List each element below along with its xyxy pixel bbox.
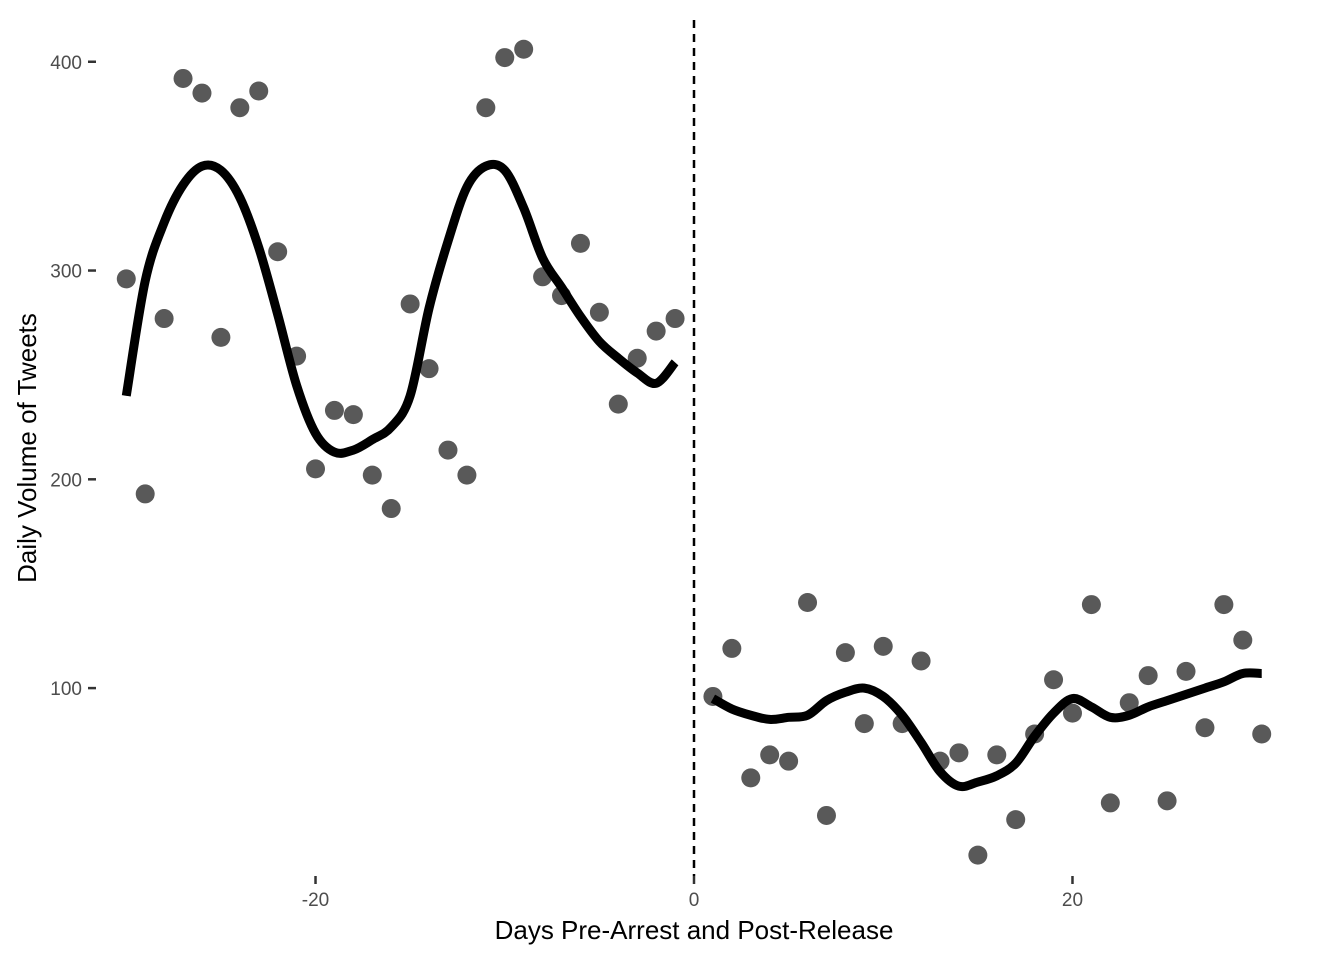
data-point [816,805,836,825]
data-point [211,327,231,347]
data-point [1119,693,1139,713]
data-point [457,465,477,485]
data-point [665,309,685,329]
data-point [570,233,590,253]
data-point [779,751,799,771]
y-axis-title: Daily Volume of Tweets [12,313,42,583]
data-point [835,643,855,663]
data-point [1044,670,1064,690]
data-point [987,745,1007,765]
data-point [1100,793,1120,813]
points-layer [116,39,1272,865]
data-point [476,98,496,118]
y-tick-label: 400 [50,53,82,74]
x-tick-label: 20 [1062,890,1083,911]
data-point [116,269,136,289]
data-point [1081,595,1101,615]
data-point [1062,703,1082,723]
data-point [798,592,818,612]
data-point [608,394,628,414]
data-point [173,68,193,88]
x-axis: -20 0 20 [302,876,1083,911]
x-axis-title: Days Pre-Arrest and Post-Release [495,915,894,945]
data-point [306,459,326,479]
data-point [438,440,458,460]
data-point [1233,630,1253,650]
y-tick-label: 200 [50,470,82,491]
data-point [230,98,250,118]
data-point [627,348,647,368]
data-point [362,465,382,485]
data-point [268,242,288,262]
data-point [1195,718,1215,738]
data-point [1157,791,1177,811]
x-tick-label: 0 [689,890,700,911]
data-point [760,745,780,765]
y-tick-label: 300 [50,262,82,283]
data-point [324,400,344,420]
data-point [646,321,666,341]
data-point [949,743,969,763]
data-point [249,81,269,101]
smooth-line-pre-arrest [121,159,679,458]
data-point [968,845,988,865]
y-tick-label: 100 [50,679,82,700]
data-point [589,302,609,322]
x-tick-label: -20 [302,890,329,911]
data-point [192,83,212,103]
data-point [514,39,534,59]
y-axis: 100 200 300 400 [50,53,96,700]
data-point [854,714,874,734]
data-point [419,359,439,379]
data-point [1138,666,1158,686]
data-point [1006,810,1026,830]
data-point [1214,595,1234,615]
data-point [381,499,401,519]
data-point [722,638,742,658]
smooth-line-post-release [710,668,1262,792]
data-point [911,651,931,671]
data-point [400,294,420,314]
data-point [135,484,155,504]
data-point [1252,724,1272,744]
data-point [873,636,893,656]
data-point [343,405,363,425]
data-point [154,309,174,329]
data-point [495,48,515,68]
smooth-lines-layer [121,159,1262,792]
data-point [1176,661,1196,681]
data-point [741,768,761,788]
